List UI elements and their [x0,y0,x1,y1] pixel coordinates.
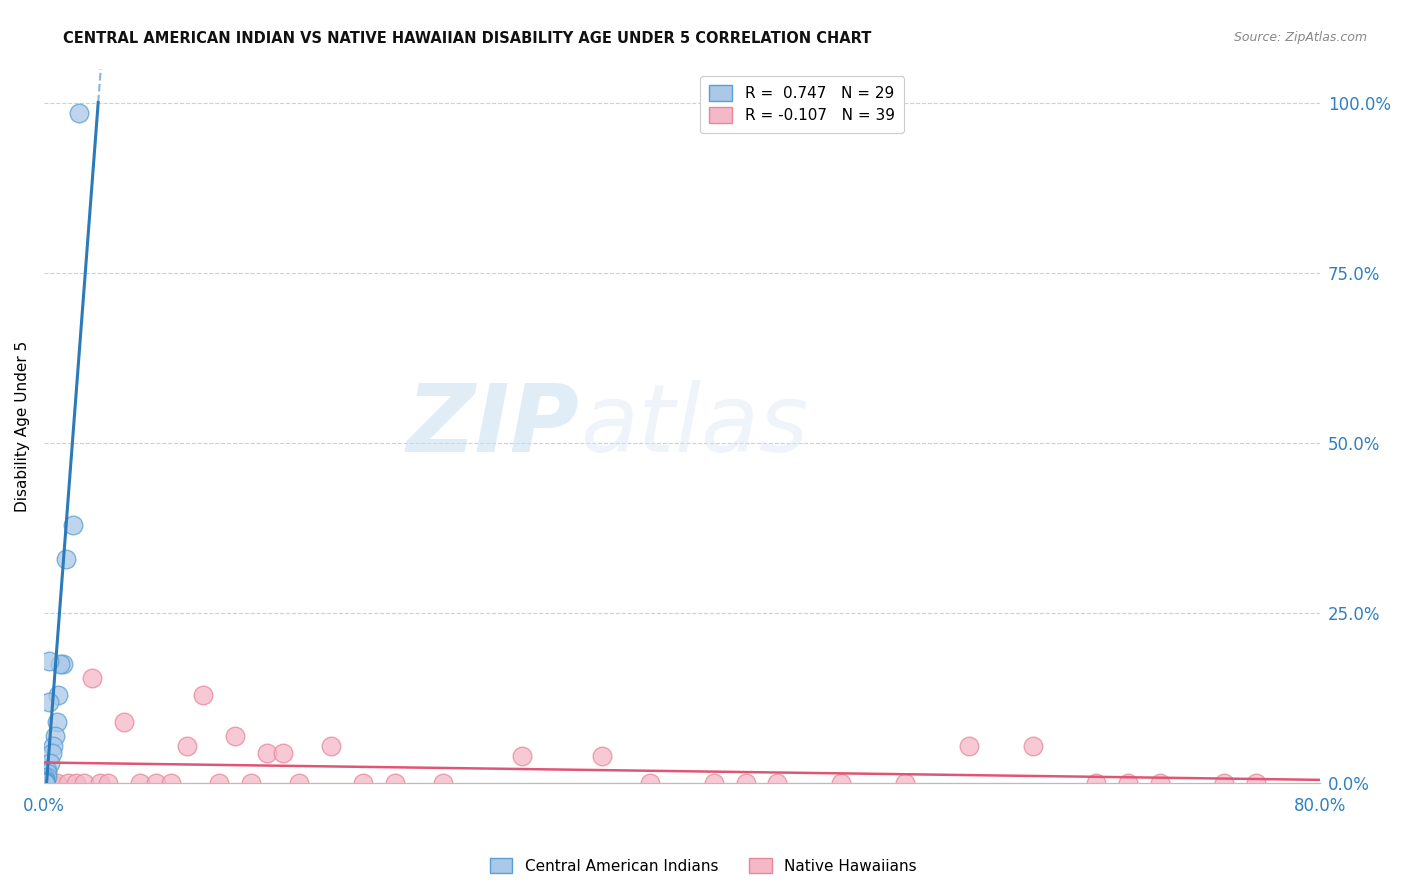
Y-axis label: Disability Age Under 5: Disability Age Under 5 [15,341,30,512]
Point [224,729,246,743]
Point [957,739,980,753]
Point [55,551,77,566]
Point [1149,775,1171,789]
Point [34,775,56,789]
Point [160,775,183,789]
Point [34,775,56,789]
Point [52,657,75,672]
Point [34,775,56,789]
Point [34,775,56,789]
Point [1116,775,1139,789]
Point [89,775,111,789]
Text: Source: ZipAtlas.com: Source: ZipAtlas.com [1233,31,1367,45]
Point [38,654,60,668]
Point [73,775,96,789]
Point [35,770,58,784]
Point [1021,739,1043,753]
Point [35,766,58,780]
Point [240,775,263,789]
Point [34,775,56,789]
Point [145,775,167,789]
Point [734,775,756,789]
Point [432,775,454,789]
Point [62,517,84,532]
Point [352,775,374,789]
Point [1213,775,1236,789]
Point [288,775,311,789]
Point [112,715,135,730]
Text: atlas: atlas [579,381,808,472]
Point [56,775,79,789]
Point [49,657,72,672]
Point [34,775,56,789]
Point [193,688,215,702]
Point [271,746,294,760]
Point [45,775,67,789]
Point [766,775,789,789]
Point [591,749,613,764]
Point [703,775,725,789]
Point [67,105,90,120]
Point [65,775,87,789]
Point [34,771,56,785]
Point [34,775,56,789]
Point [45,715,67,730]
Point [319,739,342,753]
Legend: R =  0.747   N = 29, R = -0.107   N = 39: R = 0.747 N = 29, R = -0.107 N = 39 [700,76,904,133]
Point [176,739,198,753]
Point [34,775,56,789]
Point [128,775,150,789]
Point [34,774,56,789]
Point [35,763,58,777]
Text: ZIP: ZIP [406,380,579,472]
Point [97,775,120,789]
Text: CENTRAL AMERICAN INDIAN VS NATIVE HAWAIIAN DISABILITY AGE UNDER 5 CORRELATION CH: CENTRAL AMERICAN INDIAN VS NATIVE HAWAII… [63,31,872,46]
Point [34,775,56,789]
Point [80,671,103,685]
Point [39,756,62,770]
Point [42,739,65,753]
Point [41,746,63,760]
Point [510,749,533,764]
Point [256,746,278,760]
Point [830,775,852,789]
Point [34,775,56,789]
Legend: Central American Indians, Native Hawaiians: Central American Indians, Native Hawaiia… [484,852,922,880]
Point [44,729,66,743]
Point [41,775,63,789]
Point [38,695,60,709]
Point [384,775,406,789]
Point [46,688,69,702]
Point [1244,775,1267,789]
Point [208,775,231,789]
Point [894,775,917,789]
Point [1085,775,1108,789]
Point [34,772,56,787]
Point [638,775,661,789]
